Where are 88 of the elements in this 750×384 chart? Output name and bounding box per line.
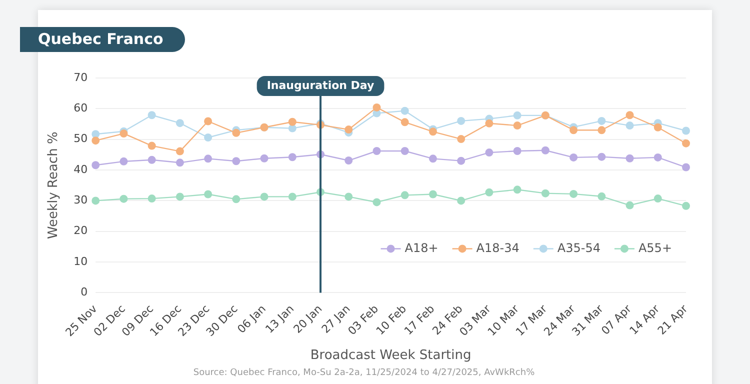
point <box>598 152 606 161</box>
point <box>570 190 578 198</box>
point <box>485 119 494 128</box>
legend-label: A35-54 <box>557 240 600 255</box>
point <box>682 139 690 148</box>
point <box>288 153 296 162</box>
point <box>400 147 409 156</box>
y-tick-label: 60 <box>74 102 88 115</box>
point <box>513 147 522 156</box>
point <box>626 201 634 210</box>
point <box>288 124 296 132</box>
point <box>148 142 156 150</box>
y-axis-title: Weekly Reach % <box>46 132 62 240</box>
source-note: Source: Quebec Franco, Mo-Su 2a-2a, 11/25/2024 to 4/27/2025, AvWkRch% <box>193 368 536 378</box>
point <box>92 196 100 205</box>
point <box>344 192 353 201</box>
point <box>92 136 100 145</box>
legend-label: A55+ <box>638 240 672 255</box>
y-tick-label: 10 <box>74 254 88 268</box>
y-tick-label: 0 <box>80 286 88 299</box>
point <box>92 161 100 170</box>
point <box>682 163 690 172</box>
point <box>457 116 466 125</box>
point <box>232 157 240 166</box>
point <box>120 130 128 138</box>
y-tick-label: 50 <box>74 132 88 146</box>
point <box>457 196 466 205</box>
ref-line-label: Inauguration Day <box>266 78 374 92</box>
point <box>120 194 128 203</box>
y-tick-label: 20 <box>74 224 88 238</box>
y-tick-label: 40 <box>74 162 88 176</box>
point <box>400 118 409 126</box>
point <box>400 191 409 200</box>
point <box>344 126 353 134</box>
point <box>598 116 606 125</box>
point <box>682 202 690 210</box>
point <box>541 189 550 198</box>
point <box>513 111 522 120</box>
point <box>176 192 184 201</box>
point <box>570 126 578 134</box>
point <box>148 111 156 120</box>
point <box>513 186 522 194</box>
legend-label: A18-34 <box>476 240 520 255</box>
point <box>485 148 494 157</box>
point <box>176 119 184 128</box>
point <box>428 154 437 163</box>
legend-label: A18+ <box>404 240 438 255</box>
point <box>626 122 634 130</box>
x-axis-title: Broadcast Week Starting <box>310 348 472 363</box>
point <box>654 123 662 132</box>
point <box>598 192 606 200</box>
point <box>457 156 466 165</box>
y-tick-label: 30 <box>74 194 88 207</box>
point <box>260 154 268 162</box>
point <box>288 118 296 126</box>
point <box>288 192 296 201</box>
point <box>232 128 240 137</box>
point <box>372 147 381 156</box>
point <box>485 188 494 196</box>
point <box>260 192 268 201</box>
point <box>204 134 212 142</box>
y-tick-label: 70 <box>74 70 88 84</box>
point <box>344 156 353 165</box>
point <box>400 106 409 115</box>
point <box>148 194 156 203</box>
point <box>148 156 156 164</box>
point <box>541 146 550 154</box>
point <box>428 190 437 198</box>
point <box>598 126 606 134</box>
point <box>372 198 381 206</box>
point <box>120 157 128 166</box>
point <box>204 154 212 163</box>
point <box>570 153 578 162</box>
point <box>626 111 634 120</box>
point <box>204 117 212 126</box>
point <box>372 103 381 112</box>
point <box>457 135 466 144</box>
point <box>176 158 184 167</box>
point <box>428 128 437 136</box>
point <box>232 195 240 204</box>
chart-title: Quebec Franco <box>20 27 186 52</box>
point <box>626 154 634 162</box>
point <box>682 126 690 135</box>
point <box>654 153 662 162</box>
point <box>176 147 184 156</box>
point <box>513 122 522 130</box>
point <box>654 194 662 203</box>
point <box>204 190 212 198</box>
